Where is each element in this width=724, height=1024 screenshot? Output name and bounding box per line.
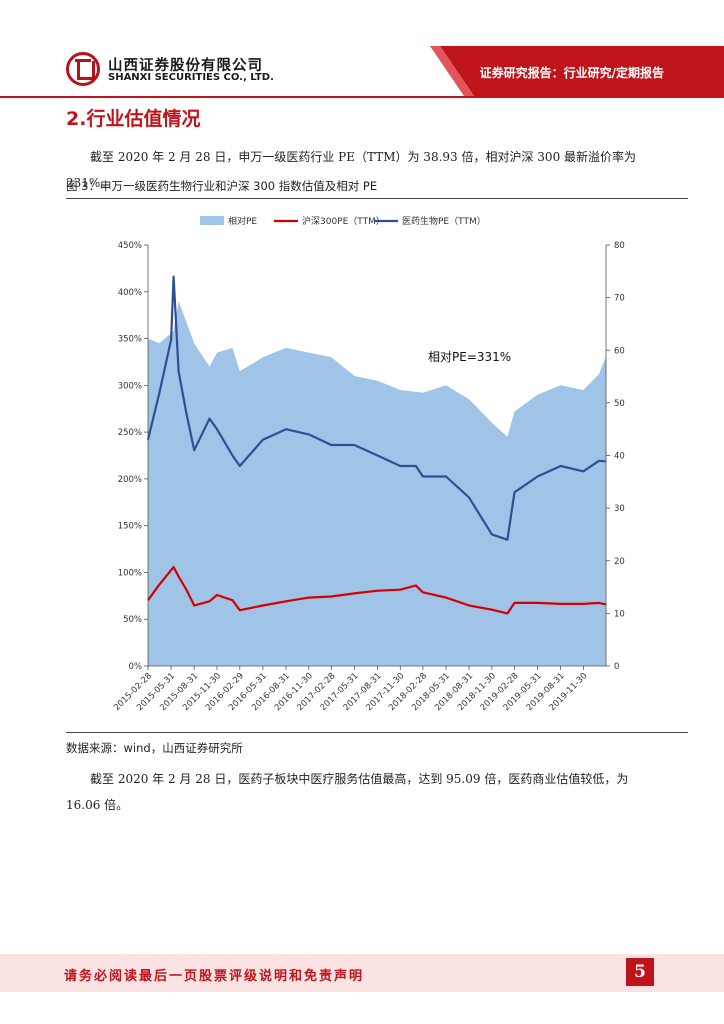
right-tick-label: 10 <box>614 609 625 619</box>
legend-swatch-relative-pe <box>200 216 224 225</box>
legend-label-hs300: 沪深300PE（TTM） <box>302 215 385 227</box>
valuation-chart: 0% 50% 100% 150% 200% 250% 300% 350% 400% 450% 0 10… <box>112 215 625 713</box>
figure-top-rule <box>66 198 688 199</box>
right-tick-label: 80 <box>614 241 625 251</box>
right-tick-label: 70 <box>614 294 625 304</box>
right-tick-label: 50 <box>614 399 625 409</box>
figure-bottom-rule <box>66 732 688 733</box>
legend-label-pharma: 医药生物PE（TTM） <box>402 215 486 227</box>
hs300-pe-line <box>147 566 607 615</box>
left-tick-label: 300% <box>118 381 142 391</box>
figure-source: 数据来源：wind，山西证券研究所 <box>66 741 243 755</box>
pharma-pe-line <box>146 275 607 541</box>
right-tick-label: 30 <box>614 504 625 514</box>
footer-bar <box>0 954 724 992</box>
paragraph-subsector: 截至 2020 年 2 月 28 日，医药子板块中医疗服务估值最高，达到 95.… <box>66 772 629 812</box>
relative-pe-annotation: 相对PE=331% <box>428 350 511 364</box>
left-tick-label: 50% <box>123 615 142 625</box>
page-header: 山西证券股份有限公司 SHANXI SECURITIES CO., LTD. 证… <box>0 0 724 100</box>
section-title: 2.行业估值情况 <box>66 108 201 130</box>
left-tick-label: 350% <box>118 335 142 345</box>
company-name-en: SHANXI SECURITIES CO., LTD. <box>108 72 274 83</box>
left-tick-label: 100% <box>118 568 142 578</box>
left-tick-label: 150% <box>118 522 142 532</box>
footer-disclaimer: 请务必阅读最后一页股票评级说明和免责声明 <box>64 969 365 984</box>
report-type: 证券研究报告：行业研究/定期报告 <box>479 66 664 80</box>
right-tick-label: 0 <box>614 662 619 672</box>
left-tick-label: 400% <box>118 288 142 298</box>
paragraph-intro: 截至 2020 年 2 月 28 日，申万一级医药行业 PE（TTM）为 38.… <box>66 150 637 190</box>
right-tick-label: 20 <box>614 557 625 567</box>
right-tick-label: 60 <box>614 346 625 356</box>
page-number: 5 <box>626 958 654 986</box>
right-tick-label: 40 <box>614 452 625 462</box>
header-decoration <box>0 46 724 98</box>
company-name-cn: 山西证券股份有限公司 <box>108 58 263 74</box>
left-tick-label: 450% <box>118 241 142 251</box>
left-tick-label: 200% <box>118 475 142 485</box>
legend-label-relative-pe: 相对PE <box>228 215 257 227</box>
left-tick-label: 250% <box>118 428 142 438</box>
relative-pe-area <box>148 301 606 666</box>
securities-logo-icon <box>66 52 100 86</box>
figure-title: 图 3：申万一级医药生物行业和沪深 300 指数估值及相对 PE <box>66 179 378 193</box>
left-tick-label: 0% <box>129 662 143 672</box>
